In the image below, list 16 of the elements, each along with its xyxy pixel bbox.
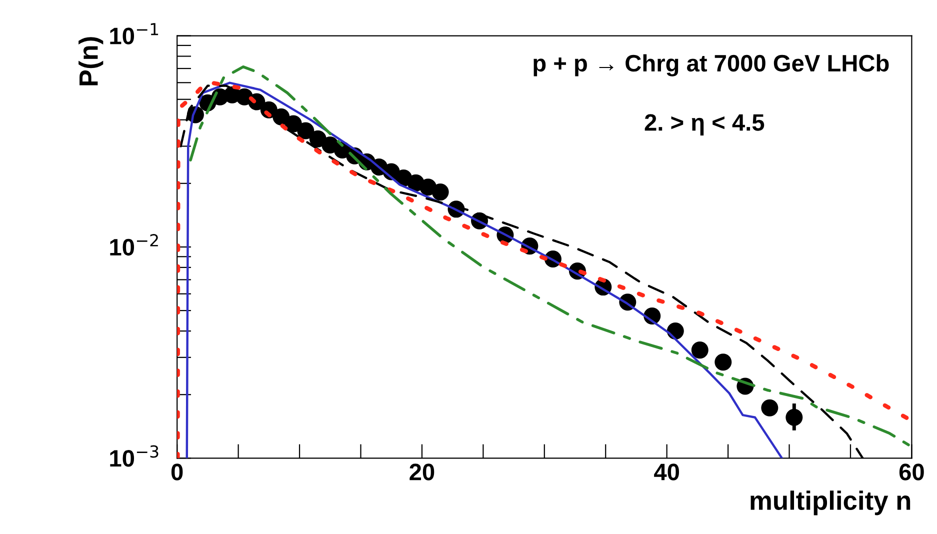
x-tick-label: 20 [410, 464, 434, 480]
x-axis-title: multiplicity n [750, 490, 910, 516]
x-tick-label: 60 [899, 464, 924, 480]
y-tick-label: 10$^{−1}$ [110, 23, 158, 44]
point [761, 399, 778, 416]
point [714, 354, 732, 371]
point [297, 122, 314, 140]
y-tick-label: 10$^{−3}$ [110, 445, 158, 467]
point [432, 184, 449, 201]
annotation: p + p → Chrg at 7000 GeV LHCb [534, 54, 889, 76]
y-tick-label: 10$^{−2}$ [110, 234, 158, 256]
point [691, 342, 708, 359]
x-tick-label: 40 [654, 464, 679, 480]
x-tick-label: 0 [171, 464, 183, 480]
annotation: 2. > η < 4.5 [644, 114, 764, 136]
y-axis-title: P(n) [78, 37, 104, 86]
